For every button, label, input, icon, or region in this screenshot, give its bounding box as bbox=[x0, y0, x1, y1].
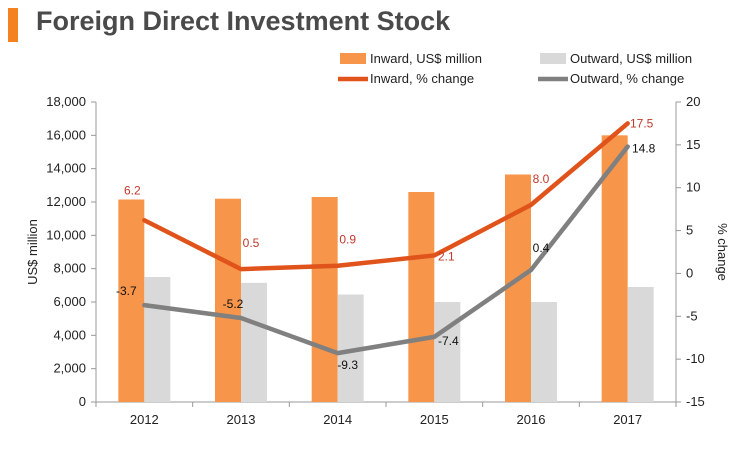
data-labels: 6.2 0.5 0.9 2.1 8.0 17.5 -3.7 -5.2 -9.3 -7.4 0.4 14… bbox=[116, 116, 656, 372]
axes: 0 2,000 4,000 6,000 8,000 10,000 12,000 14,000 1… bbox=[25, 94, 730, 427]
x-tick-label: 2012 bbox=[130, 412, 159, 427]
legend: Inward, US$ million Outward, US$ million I… bbox=[338, 51, 692, 86]
y2-tick-label: 0 bbox=[686, 265, 693, 280]
y2-tick-label: -10 bbox=[686, 351, 705, 366]
inward-change-label: 0.9 bbox=[339, 233, 356, 247]
x-tick-label: 2016 bbox=[517, 412, 546, 427]
outward-change-label: 0.4 bbox=[533, 241, 550, 255]
outward-change-line bbox=[142, 144, 630, 356]
bars bbox=[118, 135, 654, 403]
legend-swatch bbox=[340, 53, 366, 64]
y-tick-label: 18,000 bbox=[46, 94, 86, 109]
inward-bar bbox=[408, 192, 435, 402]
y2-axis-title: % change bbox=[715, 223, 730, 281]
x-tick-label: 2017 bbox=[613, 412, 642, 427]
inward-bar bbox=[215, 198, 241, 402]
outward-change-label: -7.4 bbox=[438, 334, 459, 348]
outward-change-label: 14.8 bbox=[632, 142, 656, 156]
chart-title: Foreign Direct Investment Stock bbox=[36, 6, 451, 36]
inward-bar bbox=[118, 199, 145, 402]
y-tick-label: 14,000 bbox=[46, 161, 86, 176]
inward-bar bbox=[311, 197, 338, 402]
inward-change-label: 17.5 bbox=[630, 116, 654, 130]
y-tick-label: 8,000 bbox=[53, 261, 86, 276]
outward-bar bbox=[241, 282, 267, 402]
legend-label: Outward, US$ million bbox=[570, 51, 692, 66]
inward-change-line bbox=[142, 121, 630, 272]
x-tick-label: 2013 bbox=[227, 412, 256, 427]
y-tick-label: 16,000 bbox=[46, 127, 86, 142]
y-axis-title: US$ million bbox=[25, 219, 40, 285]
y2-tick-label: 5 bbox=[686, 223, 693, 238]
inward-change-label: 0.5 bbox=[243, 236, 260, 250]
outward-change-label: -5.2 bbox=[223, 297, 244, 311]
y2-tick-label: 20 bbox=[686, 94, 700, 109]
y2-tick-label: 10 bbox=[686, 180, 700, 195]
y-tick-label: 6,000 bbox=[53, 294, 86, 309]
lines bbox=[142, 121, 630, 356]
y2-tick-label: -5 bbox=[686, 308, 698, 323]
y-tick-label: 4,000 bbox=[53, 327, 86, 342]
legend-label: Inward, US$ million bbox=[370, 51, 482, 66]
y-tick-label: 0 bbox=[79, 394, 86, 409]
x-tick-label: 2015 bbox=[420, 412, 449, 427]
outward-bar bbox=[434, 302, 461, 402]
legend-label: Outward, % change bbox=[570, 71, 684, 86]
inward-change-label: 8.0 bbox=[533, 172, 550, 186]
legend-label: Inward, % change bbox=[370, 71, 474, 86]
inward-change-label: 2.1 bbox=[438, 249, 455, 263]
outward-change-label: -9.3 bbox=[337, 358, 358, 372]
y-tick-label: 12,000 bbox=[46, 194, 86, 209]
y2-tick-label: -15 bbox=[686, 394, 705, 409]
inward-change-label: 6.2 bbox=[124, 183, 141, 197]
outward-bar bbox=[144, 277, 171, 402]
x-tick-label: 2014 bbox=[323, 412, 352, 427]
outward-change-label: -3.7 bbox=[116, 284, 137, 298]
inward-bar bbox=[601, 135, 628, 403]
title-accent-bar bbox=[8, 8, 18, 42]
y-tick-label: 2,000 bbox=[53, 361, 86, 376]
legend-swatch bbox=[540, 53, 566, 64]
y-tick-label: 10,000 bbox=[46, 227, 86, 242]
outward-bar bbox=[531, 302, 557, 402]
y2-tick-label: 15 bbox=[686, 137, 700, 152]
outward-bar bbox=[627, 287, 654, 402]
